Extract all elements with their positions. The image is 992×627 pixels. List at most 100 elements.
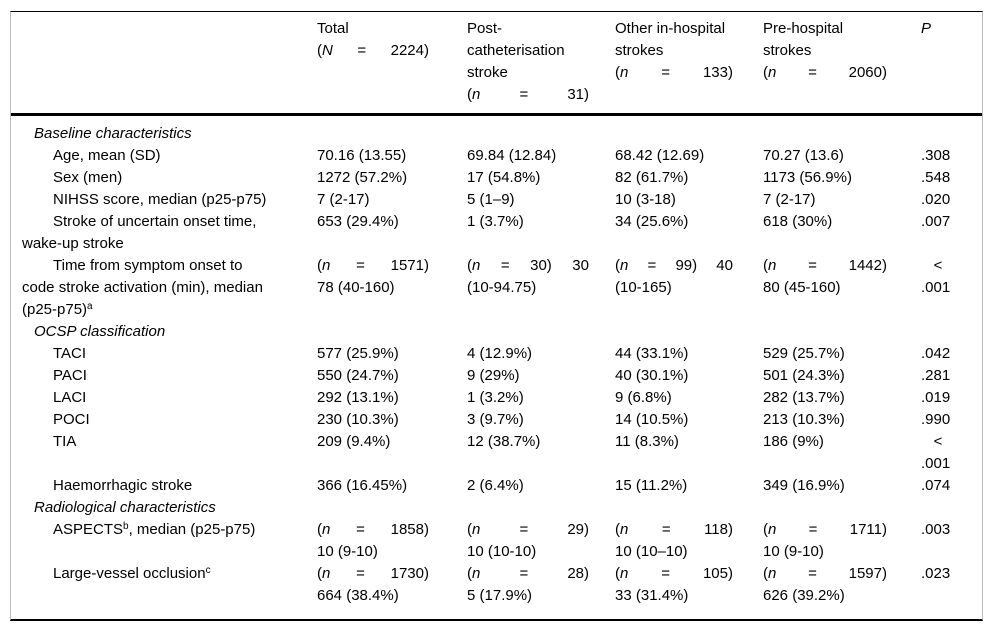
value-cell: (n = 105) 33 (31.4%) xyxy=(615,563,763,619)
value-line: .990 xyxy=(921,411,951,428)
value-cell: (n = 1858) 10 (9-10) xyxy=(317,519,467,563)
value-line: 68.42 (12.69) xyxy=(615,147,705,164)
value-cell: 3 (9.7%) xyxy=(467,409,615,431)
value-cell: 577 (25.9%) xyxy=(317,343,467,365)
value-cell: 653 (29.4%) xyxy=(317,211,467,255)
value-cell: 12 (38.7%) xyxy=(467,431,615,475)
value-line: (n = 1442) xyxy=(763,257,887,274)
header-cell-pre_hospital: Pre-hospital strokes (n = 2060) xyxy=(763,12,921,115)
value-line: 1173 (56.9%) xyxy=(763,169,852,186)
value-line: 282 (13.7%) xyxy=(763,389,845,406)
value-cell: 9 (29%) xyxy=(467,365,615,387)
data-row-8: PACI 550 (24.7%) 9 (29%) 40 (30.1%) 501 (24.… xyxy=(11,365,982,387)
stat-n-symbol: n xyxy=(768,257,777,274)
value-line: < xyxy=(933,433,943,450)
value-line: (n = 28) xyxy=(467,565,589,582)
value-line: (n = 105) xyxy=(615,565,733,582)
row-label-cell: Age, mean (SD) xyxy=(11,145,317,167)
value-cell: .990 xyxy=(921,409,982,431)
header-line: Total xyxy=(317,20,349,37)
value-cell: (n = 1711) 10 (9-10) xyxy=(763,519,921,563)
value-line: (n = 118) xyxy=(615,521,733,538)
row-label-line: TIA xyxy=(53,433,77,450)
value-line: .042 xyxy=(921,345,951,362)
value-cell: 40 (30.1%) xyxy=(615,365,763,387)
value-line: (n = 1571) xyxy=(317,257,429,274)
value-line: < xyxy=(933,257,943,274)
value-cell: 230 (10.3%) xyxy=(317,409,467,431)
row-label-line: Stroke of uncertain onset time, xyxy=(53,213,257,230)
row-label-line: Haemorrhagic stroke xyxy=(53,477,193,494)
value-cell: (n = 1442) 80 (45-160) xyxy=(763,255,921,321)
value-cell: < .001 xyxy=(921,255,982,321)
header-line: Other in-hospital xyxy=(615,20,726,37)
header-line: stroke xyxy=(467,64,508,81)
stat-n-symbol: n xyxy=(620,257,629,274)
stat-n-symbol: n xyxy=(620,64,629,81)
value-line: 82 (61.7%) xyxy=(615,169,689,186)
value-cell: 14 (10.5%) xyxy=(615,409,763,431)
value-cell: (n = 29) 10 (10-10) xyxy=(467,519,615,563)
value-cell: 349 (16.9%) xyxy=(763,475,921,497)
value-cell: 7 (2-17) xyxy=(317,189,467,211)
section-label-cell: Radiological characteristics xyxy=(11,497,982,519)
row-label-line: code stroke activation (min), median xyxy=(22,279,263,296)
footnote-marker: a xyxy=(87,301,93,312)
data-row-1: Age, mean (SD) 70.16 (13.55) 69.84 (12.84)… xyxy=(11,145,982,167)
value-cell: 186 (9%) xyxy=(763,431,921,475)
row-label-cell: NIHSS score, median (p25-p75) xyxy=(11,189,317,211)
value-cell: 9 (6.8%) xyxy=(615,387,763,409)
value-cell: .019 xyxy=(921,387,982,409)
value-line: 349 (16.9%) xyxy=(763,477,845,494)
value-cell: 15 (11.2%) xyxy=(615,475,763,497)
section-row-0: Baseline characteristics xyxy=(11,115,982,146)
table-header: Total (N = 2224) Post-catheterisation strok… xyxy=(11,12,982,115)
value-cell: .281 xyxy=(921,365,982,387)
header-line: (n = 31) xyxy=(467,86,589,103)
header-line: (N = 2224) xyxy=(317,42,429,59)
value-line: 501 (24.3%) xyxy=(763,367,845,384)
section-row-13: Radiological characteristics xyxy=(11,497,982,519)
value-cell: 5 (1–9) xyxy=(467,189,615,211)
value-line: 7 (2-17) xyxy=(763,191,816,208)
value-cell: 292 (13.1%) xyxy=(317,387,467,409)
value-cell: 17 (54.8%) xyxy=(467,167,615,189)
value-cell: .007 xyxy=(921,211,982,255)
value-cell: 618 (30%) xyxy=(763,211,921,255)
row-label-line: Age, mean (SD) xyxy=(53,147,161,164)
header-line: strokes xyxy=(763,42,812,59)
stat-n-symbol: n xyxy=(472,86,481,103)
value-line: 11 (8.3%) xyxy=(615,433,679,450)
row-label-line: NIHSS score, median (p25-p75) xyxy=(53,191,267,208)
value-line: 4 (12.9%) xyxy=(467,345,533,362)
row-label-line: POCI xyxy=(53,411,90,428)
section-label: Radiological characteristics xyxy=(34,499,216,516)
stat-n-symbol: n xyxy=(322,565,331,582)
header-line: Post- xyxy=(467,20,503,37)
value-line: 78 (40-160) xyxy=(317,279,395,296)
data-row-7: TACI 577 (25.9%) 4 (12.9%) 44 (33.1%) 529 (2… xyxy=(11,343,982,365)
value-cell: 44 (33.1%) xyxy=(615,343,763,365)
header-cell-p_value: P xyxy=(921,12,982,115)
value-line: 1 (3.2%) xyxy=(467,389,524,406)
value-line: (n = 99) 40 xyxy=(615,257,733,274)
data-row-15: Large-vessel occlusionc (n = 1730) 664 (38… xyxy=(11,563,982,619)
value-line: 70.16 (13.55) xyxy=(317,147,407,164)
value-cell: .023 xyxy=(921,563,982,619)
value-cell: 82 (61.7%) xyxy=(615,167,763,189)
value-line: 40 (30.1%) xyxy=(615,367,689,384)
row-label-cell: POCI xyxy=(11,409,317,431)
value-line: .281 xyxy=(921,367,951,384)
data-row-3: NIHSS score, median (p25-p75) 7 (2-17) 5 (… xyxy=(11,189,982,211)
stat-n-symbol: N xyxy=(322,42,333,59)
data-row-11: TIA 209 (9.4%) 12 (38.7%) 11 (8.3%) 186 (9%)… xyxy=(11,431,982,475)
stat-n-symbol: n xyxy=(620,565,629,582)
value-cell: .042 xyxy=(921,343,982,365)
header-cell-post_catheterisation: Post-catheterisation stroke (n = 31) xyxy=(467,12,615,115)
value-line: 10 (9-10) xyxy=(763,543,824,560)
stat-n-symbol: n xyxy=(472,257,481,274)
value-line: 186 (9%) xyxy=(763,433,824,450)
value-line: .007 xyxy=(921,213,951,230)
value-cell: 11 (8.3%) xyxy=(615,431,763,475)
value-line: 44 (33.1%) xyxy=(615,345,689,362)
